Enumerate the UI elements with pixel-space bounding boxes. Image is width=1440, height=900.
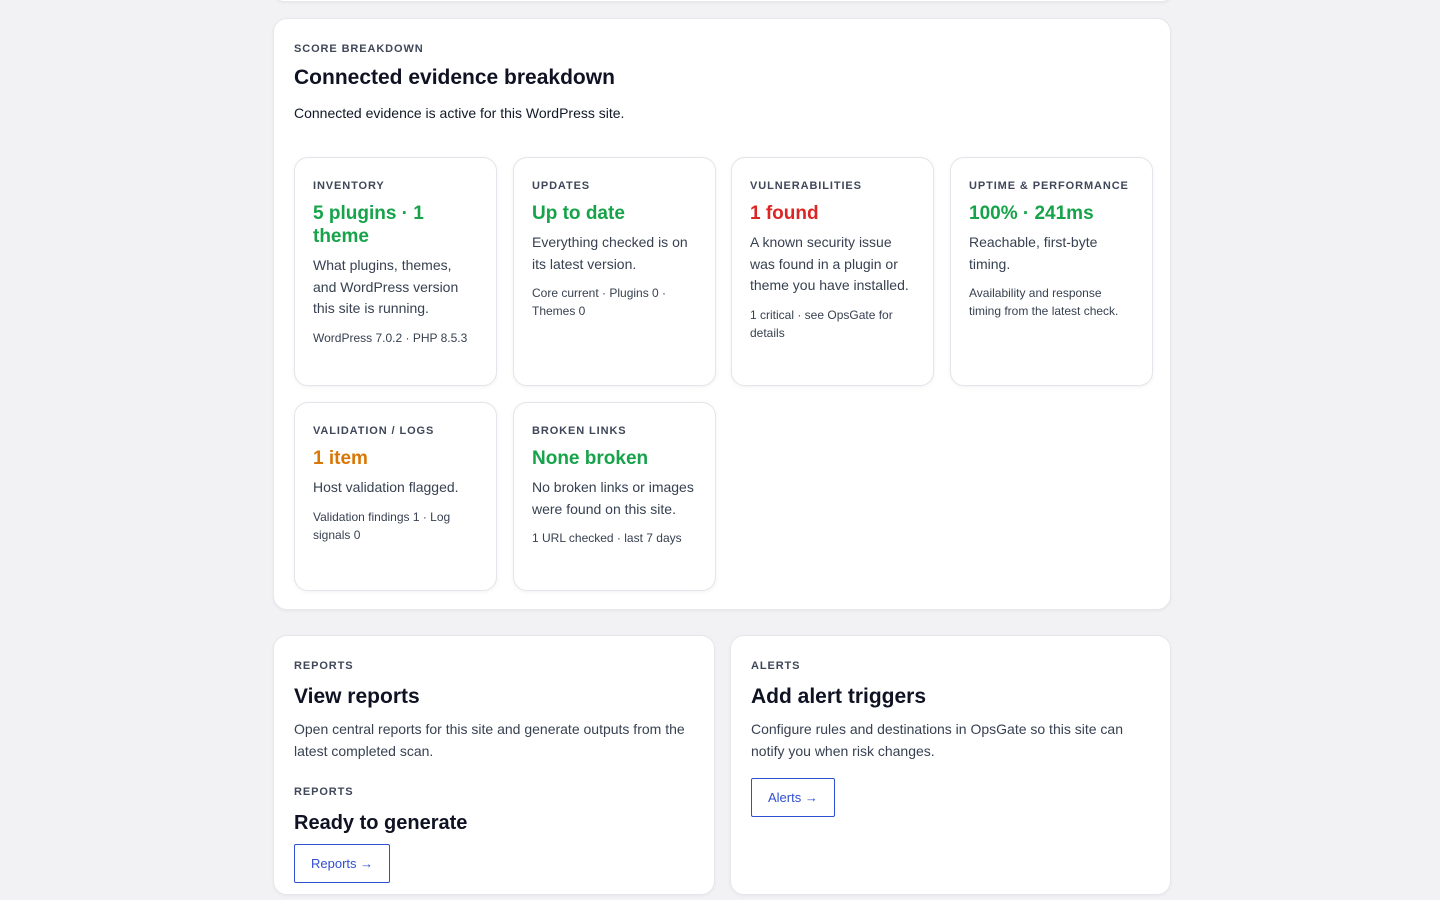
tile-value: 5 plugins · 1 theme <box>313 203 424 247</box>
score-breakdown-card: SCORE BREAKDOWN Connected evidence break… <box>273 18 1171 610</box>
tile-meta: WordPress 7.0.2 · PHP 8.5.3 <box>313 330 468 345</box>
tile-value: Up to date <box>532 203 625 224</box>
tile-label: VULNERABILITIES <box>750 180 862 192</box>
section-eyebrow: SCORE BREAKDOWN <box>294 43 424 55</box>
tile-meta: 1 URL checked · last 7 days <box>532 531 682 545</box>
alerts-title: Add alert triggers <box>751 685 927 708</box>
tile-updates: UPDATES Up to date Everything checked is… <box>513 157 716 386</box>
tile-meta: 1 critical · see OpsGate for details <box>750 307 893 340</box>
tile-description: What plugins, themes, and WordPress vers… <box>313 257 459 316</box>
section-description: Connected evidence is active for this Wo… <box>294 105 625 121</box>
reports-eyebrow: REPORTS <box>294 660 354 672</box>
tile-label: UPDATES <box>532 180 591 192</box>
tile-inventory: INVENTORY 5 plugins · 1 theme What plugi… <box>294 157 497 386</box>
tile-description: Host validation flagged. <box>313 479 459 495</box>
tile-meta: Validation findings 1 · Log signals 0 <box>313 509 451 542</box>
reports-title: View reports <box>294 685 420 708</box>
tile-validation-logs: VALIDATION / LOGS 1 item Host validation… <box>294 402 497 591</box>
tile-label: UPTIME & PERFORMANCE <box>969 180 1129 192</box>
tile-value: None broken <box>532 448 649 469</box>
tile-description: Everything checked is on its latest vers… <box>532 234 688 272</box>
tile-label: BROKEN LINKS <box>532 425 627 437</box>
tile-uptime-performance: UPTIME & PERFORMANCE 100% · 241ms Reacha… <box>950 157 1153 386</box>
tile-broken-links: BROKEN LINKS None broken No broken links… <box>513 402 716 591</box>
section-title: Connected evidence breakdown <box>294 66 615 89</box>
tile-meta: Core current · Plugins 0 · Themes 0 <box>532 286 667 318</box>
alerts-description: Configure rules and destinations in OpsG… <box>751 721 1123 759</box>
reports-card: REPORTS View reports Open central report… <box>273 635 715 895</box>
tile-description: Reachable, first-byte timing. <box>969 234 1098 272</box>
alerts-eyebrow: ALERTS <box>751 660 801 672</box>
tile-value: 100% · 241ms <box>969 203 1094 224</box>
tile-value: 1 found <box>750 203 819 224</box>
tile-value: 1 item <box>313 448 368 469</box>
alerts-card: ALERTS Add alert triggers Configure rule… <box>730 635 1171 895</box>
tile-label: VALIDATION / LOGS <box>313 425 435 437</box>
tile-description: No broken links or images were found on … <box>532 479 694 517</box>
reports-description: Open central reports for this site and g… <box>294 721 685 759</box>
reports-status-eyebrow: REPORTS <box>294 786 354 798</box>
reports-button[interactable]: Reports → <box>294 844 391 883</box>
tile-label: INVENTORY <box>313 180 385 192</box>
tile-description: A known security issue was found in a pl… <box>750 234 909 293</box>
previous-card-edge <box>273 0 1173 2</box>
tile-meta: Availability and response timing from th… <box>969 286 1119 318</box>
reports-status-title: Ready to generate <box>294 812 468 834</box>
tile-vulnerabilities: VULNERABILITIES 1 found A known security… <box>731 157 934 386</box>
alerts-button[interactable]: Alerts → <box>751 778 835 817</box>
